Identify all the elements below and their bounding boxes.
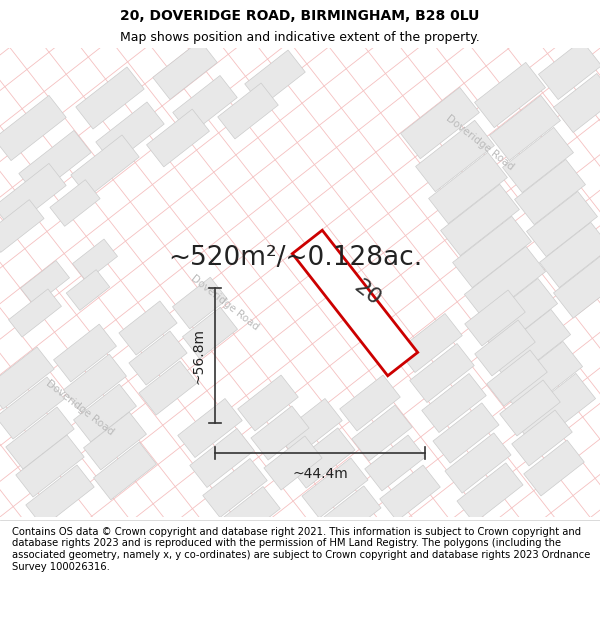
Polygon shape — [73, 239, 118, 281]
Polygon shape — [465, 290, 525, 346]
Polygon shape — [50, 180, 100, 226]
Polygon shape — [487, 350, 547, 406]
Polygon shape — [515, 159, 586, 224]
Text: ~56.8m: ~56.8m — [191, 328, 205, 384]
Polygon shape — [500, 380, 560, 436]
Text: ~520m²/~0.128ac.: ~520m²/~0.128ac. — [168, 245, 422, 271]
Text: Doveridge Road: Doveridge Road — [444, 114, 516, 172]
Text: Doveridge Road: Doveridge Road — [189, 274, 261, 332]
Polygon shape — [475, 62, 545, 127]
Polygon shape — [238, 375, 298, 431]
Text: Map shows position and indicative extent of the property.: Map shows position and indicative extent… — [120, 31, 480, 44]
Polygon shape — [302, 458, 368, 518]
Polygon shape — [416, 120, 494, 192]
Polygon shape — [490, 96, 560, 161]
Polygon shape — [96, 102, 164, 164]
Polygon shape — [476, 278, 557, 352]
Polygon shape — [428, 152, 508, 224]
Polygon shape — [514, 373, 596, 447]
Polygon shape — [352, 405, 412, 461]
Polygon shape — [26, 465, 94, 527]
Polygon shape — [8, 289, 61, 337]
Polygon shape — [512, 410, 572, 466]
Polygon shape — [216, 486, 280, 546]
Polygon shape — [245, 50, 305, 106]
Polygon shape — [503, 127, 574, 192]
Text: ~44.4m: ~44.4m — [292, 467, 348, 481]
Polygon shape — [0, 199, 44, 252]
Polygon shape — [289, 428, 355, 488]
Polygon shape — [527, 191, 598, 257]
Polygon shape — [172, 278, 227, 329]
Polygon shape — [153, 41, 217, 99]
Polygon shape — [380, 465, 440, 521]
Polygon shape — [74, 384, 136, 442]
Text: 20, DOVERIDGE ROAD, BIRMINGHAM, B28 0LU: 20, DOVERIDGE ROAD, BIRMINGHAM, B28 0LU — [121, 9, 479, 22]
Polygon shape — [139, 361, 197, 415]
Polygon shape — [64, 354, 127, 412]
Polygon shape — [433, 403, 499, 463]
Polygon shape — [203, 459, 267, 518]
Polygon shape — [264, 436, 322, 490]
Polygon shape — [398, 314, 462, 372]
Polygon shape — [190, 429, 254, 488]
Polygon shape — [365, 435, 425, 491]
Polygon shape — [0, 377, 64, 439]
Text: Doveridge Road: Doveridge Road — [44, 379, 116, 438]
Polygon shape — [94, 442, 157, 500]
Polygon shape — [19, 131, 91, 196]
Polygon shape — [340, 375, 400, 431]
Polygon shape — [6, 407, 74, 469]
Text: 20: 20 — [350, 276, 385, 309]
Polygon shape — [178, 399, 242, 458]
Polygon shape — [278, 399, 342, 458]
Polygon shape — [553, 74, 600, 132]
Polygon shape — [0, 163, 66, 229]
Polygon shape — [66, 269, 110, 311]
Polygon shape — [218, 83, 278, 139]
Polygon shape — [20, 261, 70, 306]
Polygon shape — [173, 76, 237, 134]
Polygon shape — [251, 406, 309, 460]
Polygon shape — [182, 308, 238, 359]
Polygon shape — [71, 135, 139, 197]
Polygon shape — [524, 440, 584, 496]
Polygon shape — [502, 341, 583, 414]
Polygon shape — [16, 435, 84, 497]
Polygon shape — [0, 96, 66, 161]
Polygon shape — [475, 320, 535, 376]
Polygon shape — [83, 412, 146, 470]
Polygon shape — [464, 246, 545, 319]
Polygon shape — [292, 230, 418, 376]
Polygon shape — [410, 344, 474, 402]
Polygon shape — [422, 374, 486, 432]
Polygon shape — [554, 256, 600, 318]
Polygon shape — [452, 216, 532, 288]
Text: Contains OS data © Crown copyright and database right 2021. This information is : Contains OS data © Crown copyright and d… — [12, 527, 590, 571]
Polygon shape — [146, 109, 209, 167]
Polygon shape — [401, 88, 479, 159]
Polygon shape — [315, 486, 381, 546]
Polygon shape — [457, 463, 523, 523]
Polygon shape — [0, 347, 54, 409]
Polygon shape — [440, 184, 520, 256]
Polygon shape — [119, 301, 177, 355]
Polygon shape — [445, 433, 511, 493]
Polygon shape — [76, 67, 144, 129]
Polygon shape — [490, 309, 571, 382]
Polygon shape — [129, 331, 187, 385]
Polygon shape — [538, 41, 600, 99]
Polygon shape — [53, 324, 116, 382]
Polygon shape — [539, 222, 600, 288]
